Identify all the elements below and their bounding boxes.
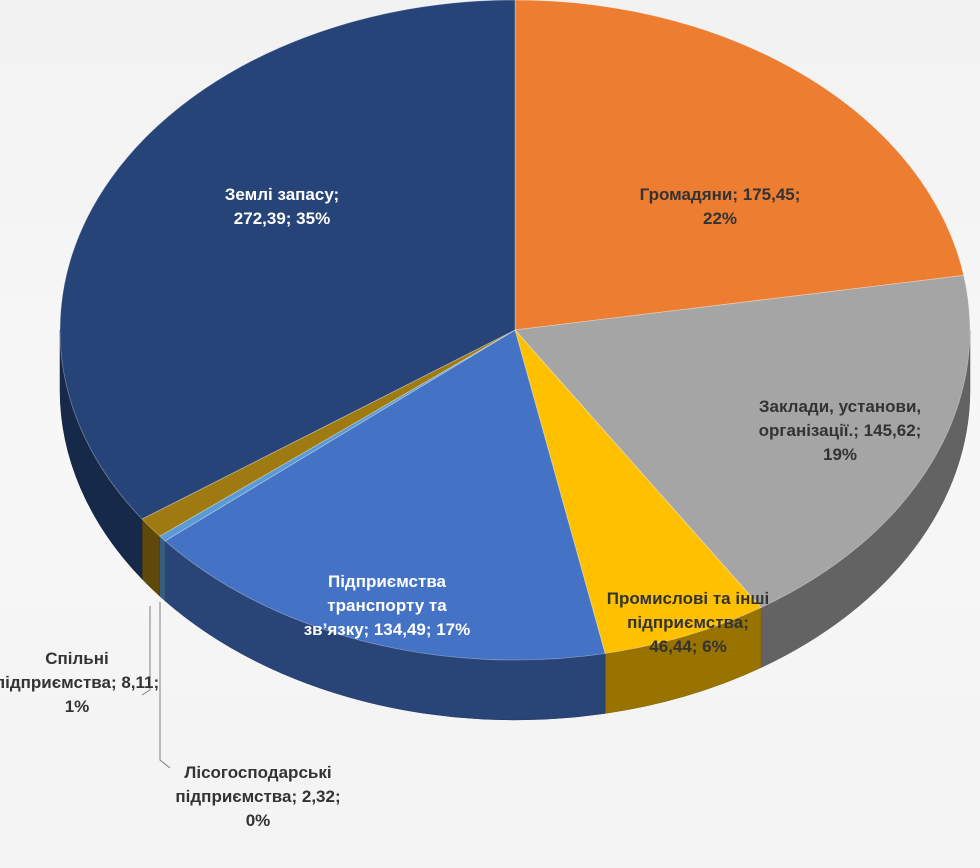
slice-label-землі-запасу: Землі запасу; 272,39; 35% xyxy=(225,185,339,228)
slice-спільні-підприємства xyxy=(141,329,516,537)
slice-label-line: 0% xyxy=(246,811,271,830)
leader-lines xyxy=(141,602,171,769)
slice-label-line: Промислові та інші xyxy=(607,589,770,608)
slice-label-лісогосподарські-підприємства: Лісогосподарські підприємства; 2,32; 0% xyxy=(175,763,340,830)
slice-label-line: підприємства; xyxy=(627,613,749,632)
leader-line-лісогосподарські-підприємства xyxy=(159,602,171,769)
slice-label-line: Лісогосподарські xyxy=(184,763,331,782)
slice-label-line: 46,44; 6% xyxy=(649,637,727,656)
slice-label-line: 272,39; 35% xyxy=(234,209,330,228)
slice-землі-запасу xyxy=(59,0,516,520)
slice-label-line: підприємства; 8,11; xyxy=(0,673,159,692)
slice-labels: Громадяни; 175,45; 22% Заклади, установи, о… xyxy=(0,185,921,830)
slice-label-line: Громадяни; 175,45; xyxy=(640,185,801,204)
slice-label-line: 19% xyxy=(823,445,857,464)
slice-label-line: Спільні xyxy=(45,649,109,668)
slice-label-громадяни: Громадяни; 175,45; 22% xyxy=(640,185,801,228)
leader-line-спільні-підприємства xyxy=(141,606,151,696)
slice-label-line: транспорту та xyxy=(327,596,447,615)
slice-label-line: 1% xyxy=(65,697,90,716)
slice-side-лісогосподарські-підприємства xyxy=(159,535,166,602)
slice-label-підприємства-транспорту-та-зв-язку: Підприємства транспорту та зв’язку; 134,49… xyxy=(304,572,471,639)
slice-заклади-установи-організації xyxy=(514,274,971,609)
slice-label-line: підприємства; 2,32; xyxy=(175,787,340,806)
slice-label-заклади-установи-організації: Заклади, установи, організації.; 145,62; 1… xyxy=(759,397,922,464)
slice-лісогосподарські-підприємства xyxy=(159,329,516,542)
slice-label-line: Заклади, установи, xyxy=(759,397,921,416)
slice-label-line: Підприємства xyxy=(328,572,447,591)
slice-підприємства-транспорту-та-зв-язку xyxy=(164,329,606,661)
slice-label-line: 22% xyxy=(703,209,737,228)
slice-громадяни xyxy=(514,0,965,331)
slice-label-line: організації.; 145,62; xyxy=(759,421,922,440)
pie-tops xyxy=(59,0,971,661)
slice-label-спільні-підприємства: Спільні підприємства; 8,11; 1% xyxy=(0,649,159,716)
slice-label-line: зв’язку; 134,49; 17% xyxy=(304,620,471,639)
slice-label-промислові-та-інші-підприємства: Промислові та інші підприємства; 46,44; 6% xyxy=(607,589,770,656)
pie-sides xyxy=(59,329,971,721)
slice-промислові-та-інші-підприємства xyxy=(514,329,762,654)
slice-label-line: Землі запасу; xyxy=(225,185,339,204)
